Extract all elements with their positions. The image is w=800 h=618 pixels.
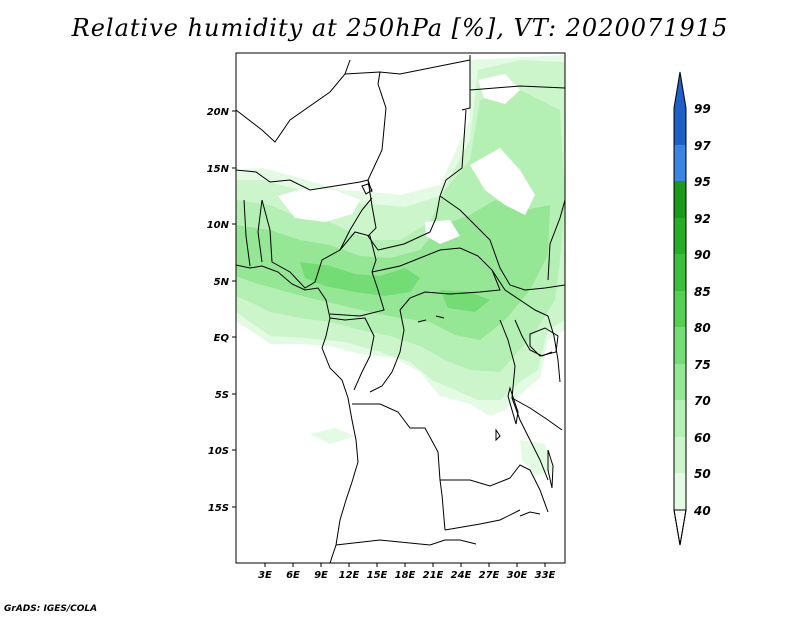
- colorbar-swatch-85: [674, 254, 686, 291]
- lake-kariba: [519, 511, 541, 517]
- coastline-red-sea: [469, 85, 565, 91]
- humidity-hole-1: [278, 188, 360, 222]
- colorbar-label: 92: [694, 212, 711, 226]
- colorbar-label: 50: [694, 467, 711, 481]
- border-drc-west: [369, 309, 405, 393]
- humidity-area-75: [300, 262, 420, 296]
- humidity-area-75b: [440, 290, 490, 312]
- river-marks-1: [417, 319, 427, 323]
- map-frame: [235, 52, 566, 564]
- colorbar-label: 95: [694, 175, 711, 189]
- colorbar-swatch-75: [674, 327, 686, 364]
- colorbar-swatch-97: [674, 108, 686, 145]
- border-ghana: [243, 199, 251, 267]
- page-title: Relative humidity at 250hPa [%], VT: 202…: [71, 14, 729, 42]
- border-benin-togo: [257, 199, 263, 263]
- border-sudan: [439, 195, 565, 291]
- colorbar-swatch-92: [674, 181, 686, 218]
- river-marks-2: [435, 315, 445, 319]
- colorbar-top-arrow: [674, 72, 686, 108]
- border-zambia: [440, 464, 549, 513]
- border-congo: [329, 317, 375, 391]
- humidity-hole-4: [425, 220, 460, 244]
- lon-label: 18E: [395, 570, 416, 581]
- colorbar-swatch-50: [674, 437, 686, 473]
- border-angola-south: [335, 539, 477, 546]
- colorbar-swatch-80: [674, 291, 686, 327]
- lake-victoria: [529, 327, 559, 357]
- lon-label: 33E: [535, 570, 556, 581]
- humidity-hole-3: [478, 74, 520, 104]
- colorbar-swatch-95: [674, 145, 686, 181]
- lon-label: 30E: [507, 570, 528, 581]
- colorbar-label: 80: [694, 321, 711, 335]
- border-chad: [367, 109, 467, 251]
- colorbar-swatch-40: [674, 473, 686, 510]
- colorbar-label: 97: [694, 139, 711, 153]
- lon-label: 21E: [423, 570, 444, 581]
- lat-label: 5N: [214, 277, 230, 288]
- grads-credit: GrADS: IGES/COLA: [4, 604, 98, 614]
- lat-label: 20N: [207, 107, 230, 118]
- colorbar-outline: [673, 71, 687, 546]
- border-nigeria: [261, 197, 373, 289]
- colorbar-label: 85: [694, 285, 711, 299]
- lon-label: 12E: [339, 570, 360, 581]
- colorbar-label: 90: [694, 248, 711, 262]
- coastline-west: [236, 264, 359, 563]
- border-ethiopia: [547, 199, 565, 281]
- border-egypt: [461, 55, 471, 111]
- lat-label: 5S: [215, 390, 229, 401]
- lon-label: 9E: [314, 570, 328, 581]
- border-algeria-niger: [236, 59, 351, 143]
- colorbar-label: 99: [694, 102, 711, 116]
- border-chad-libya: [367, 71, 387, 181]
- humidity-shading: [236, 55, 565, 476]
- lake-mweru: [495, 428, 501, 442]
- lat-label: 15N: [207, 164, 230, 175]
- lon-label: 27E: [479, 570, 500, 581]
- colorbar: 99 97 95 92 90 85 80 75 70 60 50 40: [673, 71, 711, 546]
- humidity-hole-2: [470, 148, 535, 215]
- lat-label: EQ: [214, 333, 230, 344]
- lon-label: 3E: [258, 570, 272, 581]
- border-tanzania: [511, 397, 563, 431]
- lat-label: 10S: [208, 446, 229, 457]
- colorbar-label: 75: [694, 358, 711, 372]
- lake-chad: [361, 183, 373, 195]
- colorbar-label: 60: [694, 431, 711, 445]
- lon-label: 24E: [451, 570, 472, 581]
- colorbar-swatch-70: [674, 364, 686, 400]
- humidity-area-40b: [310, 428, 355, 444]
- lake-malawi: [547, 449, 554, 489]
- colorbar-label: 40: [693, 504, 711, 518]
- colorbar-label: 70: [694, 394, 711, 408]
- colorbar-swatch-90: [674, 218, 686, 254]
- border-angola: [352, 403, 446, 531]
- latitude-axis: 20N 15N 10N 5N EQ 5S 10S 15S: [207, 107, 236, 514]
- border-zambia-south: [444, 509, 521, 531]
- longitude-axis: 3E 6E 9E 12E 15E 18E 21E 24E 27E 30E 33E: [258, 563, 556, 581]
- colorbar-swatch-60: [674, 400, 686, 437]
- humidity-area-40c: [520, 440, 553, 476]
- border-south-sudan: [491, 269, 549, 317]
- lon-label: 6E: [286, 570, 300, 581]
- lat-label: 15S: [208, 503, 229, 514]
- lat-label: 10N: [207, 220, 230, 231]
- colorbar-bottom-arrow: [673, 509, 687, 546]
- border-niger-south: [236, 169, 373, 193]
- lon-label: 15E: [367, 570, 388, 581]
- border-drc-east: [499, 319, 549, 481]
- border-libya: [344, 59, 471, 75]
- country-borders: [236, 55, 565, 563]
- lake-tanganyika: [507, 386, 519, 425]
